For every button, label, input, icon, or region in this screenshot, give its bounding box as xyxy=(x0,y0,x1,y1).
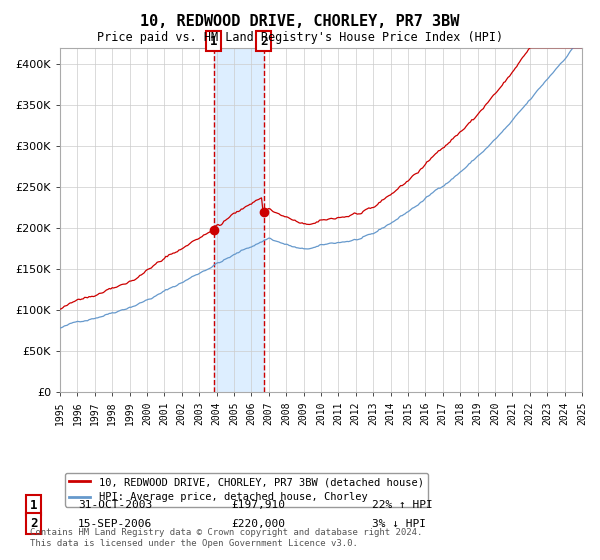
Text: Price paid vs. HM Land Registry's House Price Index (HPI): Price paid vs. HM Land Registry's House … xyxy=(97,31,503,44)
Text: 10, REDWOOD DRIVE, CHORLEY, PR7 3BW: 10, REDWOOD DRIVE, CHORLEY, PR7 3BW xyxy=(140,14,460,29)
Text: £197,910: £197,910 xyxy=(231,500,285,510)
Bar xyxy=(214,48,264,392)
Text: 15-SEP-2006: 15-SEP-2006 xyxy=(78,519,152,529)
Text: 31-OCT-2003: 31-OCT-2003 xyxy=(78,500,152,510)
Text: 1: 1 xyxy=(30,498,37,512)
Text: 22% ↑ HPI: 22% ↑ HPI xyxy=(372,500,433,510)
Text: 2: 2 xyxy=(30,517,37,530)
Text: 1: 1 xyxy=(210,35,217,48)
Text: £220,000: £220,000 xyxy=(231,519,285,529)
Legend: 10, REDWOOD DRIVE, CHORLEY, PR7 3BW (detached house), HPI: Average price, detach: 10, REDWOOD DRIVE, CHORLEY, PR7 3BW (det… xyxy=(65,473,428,506)
Text: 2: 2 xyxy=(260,35,268,48)
Text: 3% ↓ HPI: 3% ↓ HPI xyxy=(372,519,426,529)
Text: Contains HM Land Registry data © Crown copyright and database right 2024.
This d: Contains HM Land Registry data © Crown c… xyxy=(30,528,422,548)
